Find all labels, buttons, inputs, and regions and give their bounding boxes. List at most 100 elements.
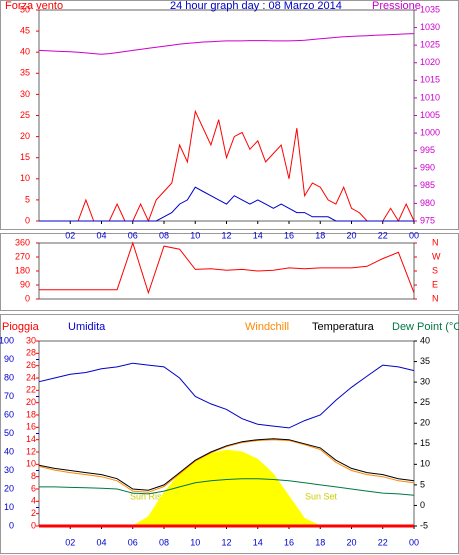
y3-tick-label: 22 (26, 385, 36, 395)
x-tick-label: 10 (190, 537, 200, 547)
y-tick-label: 0 (25, 293, 30, 303)
rain-label: Pioggia (2, 321, 40, 333)
series-line (38, 33, 415, 55)
x-tick-label: 10 (190, 230, 200, 240)
y-tick-label: 15 (20, 152, 30, 162)
x-tick-label: 02 (65, 230, 75, 240)
x-tick-label: 04 (96, 230, 106, 240)
y-tick-label: 50 (4, 428, 14, 438)
y2-tick-label: 1020 (420, 57, 440, 67)
y2-tick-label: 985 (420, 180, 435, 190)
y2-tick-label: E (432, 279, 438, 289)
series-line (39, 241, 415, 295)
plot-area (38, 9, 415, 222)
x-tick-label: 04 (96, 537, 106, 547)
y2-tick-label: 1025 (420, 40, 440, 50)
y-tick-label: 60 (4, 409, 14, 419)
y-tick-label: 270 (15, 251, 30, 261)
x-tick-label: 16 (284, 230, 294, 240)
y2-tick-label: N (432, 293, 439, 303)
y3-tick-label: 0 (31, 520, 36, 530)
y2-tick-label: 15 (420, 438, 430, 448)
y2-tick-label: 5 (420, 479, 425, 489)
sunrise-label: Sun Rise (130, 491, 167, 501)
x-tick-label: 12 (221, 230, 231, 240)
y2-tick-label: 10 (420, 459, 430, 469)
y3-tick-label: 28 (26, 348, 36, 358)
x-tick-label: 22 (378, 230, 388, 240)
x-tick-label: 20 (346, 537, 356, 547)
y2-tick-label: 1015 (420, 75, 440, 85)
y-tick-label: 180 (15, 265, 30, 275)
y-tick-label: 25 (20, 110, 30, 120)
temperature-label: Temperatura (312, 321, 375, 333)
x-tick-label: 16 (284, 537, 294, 547)
y2-tick-label: 990 (420, 163, 435, 173)
y2-tick-label: 1010 (420, 92, 440, 102)
series-line (39, 478, 415, 496)
windchill-label: Windchill (245, 321, 289, 333)
y2-tick-label: 0 (420, 500, 425, 510)
y2-tick-label: 30 (420, 376, 430, 386)
x-tick-label: 12 (221, 537, 231, 547)
x-tick-label: 14 (253, 230, 263, 240)
y2-tick-label: S (432, 265, 438, 275)
y2-tick-label: 20 (420, 418, 430, 428)
y2-tick-label: 980 (420, 198, 435, 208)
y-tick-label: 5 (25, 194, 30, 204)
series-line (39, 186, 414, 222)
plot-area (38, 242, 415, 300)
x-tick-label: 22 (378, 537, 388, 547)
y-tick-label: 40 (4, 446, 14, 456)
y-tick-label: 10 (4, 502, 14, 512)
x-tick-label: 20 (346, 230, 356, 240)
x-tick-label: 00 (409, 537, 419, 547)
y3-tick-label: 30 (26, 335, 36, 345)
y-tick-label: 90 (4, 354, 14, 364)
y3-tick-label: 2 (31, 508, 36, 518)
y3-tick-label: 20 (26, 397, 36, 407)
series-line (38, 438, 415, 491)
y3-tick-label: 26 (26, 360, 36, 370)
y-tick-label: 90 (20, 279, 30, 289)
y-tick-label: 20 (20, 131, 30, 141)
x-tick-label: 18 (315, 230, 325, 240)
y2-tick-label: 1005 (420, 110, 440, 120)
y3-tick-label: 24 (26, 372, 36, 382)
series-line (38, 362, 415, 429)
humidity-label: Umidita (68, 321, 106, 333)
x-tick-label: 06 (128, 537, 138, 547)
y-tick-label: 45 (20, 25, 30, 35)
y-tick-label: 360 (15, 237, 30, 247)
y-tick-label: 80 (4, 372, 14, 382)
x-tick-label: 06 (128, 230, 138, 240)
y-tick-label: 30 (20, 89, 30, 99)
y2-tick-label: -5 (420, 520, 428, 530)
chart-title: 24 hour graph day : 08 Marzo 2014 (170, 0, 342, 12)
y2-tick-label: 975 (420, 215, 435, 225)
y-tick-label: 35 (20, 68, 30, 78)
y2-tick-label: 1000 (420, 127, 440, 137)
y3-tick-label: 10 (26, 459, 36, 469)
y3-tick-label: 18 (26, 409, 36, 419)
y-tick-label: 20 (4, 483, 14, 493)
x-tick-label: 08 (159, 537, 169, 547)
y-tick-label: 40 (20, 47, 30, 57)
y-tick-label: 100 (0, 335, 14, 345)
x-tick-label: 02 (65, 537, 75, 547)
y3-tick-label: 16 (26, 422, 36, 432)
y2-tick-label: 1035 (420, 4, 440, 14)
y-tick-label: 70 (4, 391, 14, 401)
y-tick-label: 10 (20, 173, 30, 183)
y3-tick-label: 14 (26, 434, 36, 444)
y3-tick-label: 6 (31, 483, 36, 493)
y2-tick-label: 40 (420, 335, 430, 345)
y2-tick-label: W (432, 251, 441, 261)
x-tick-label: 18 (315, 537, 325, 547)
y2-tick-label: N (432, 237, 439, 247)
series-line (38, 439, 415, 493)
y2-tick-label: 35 (420, 356, 430, 366)
y3-tick-label: 4 (31, 496, 36, 506)
x-tick-label: 14 (253, 537, 263, 547)
